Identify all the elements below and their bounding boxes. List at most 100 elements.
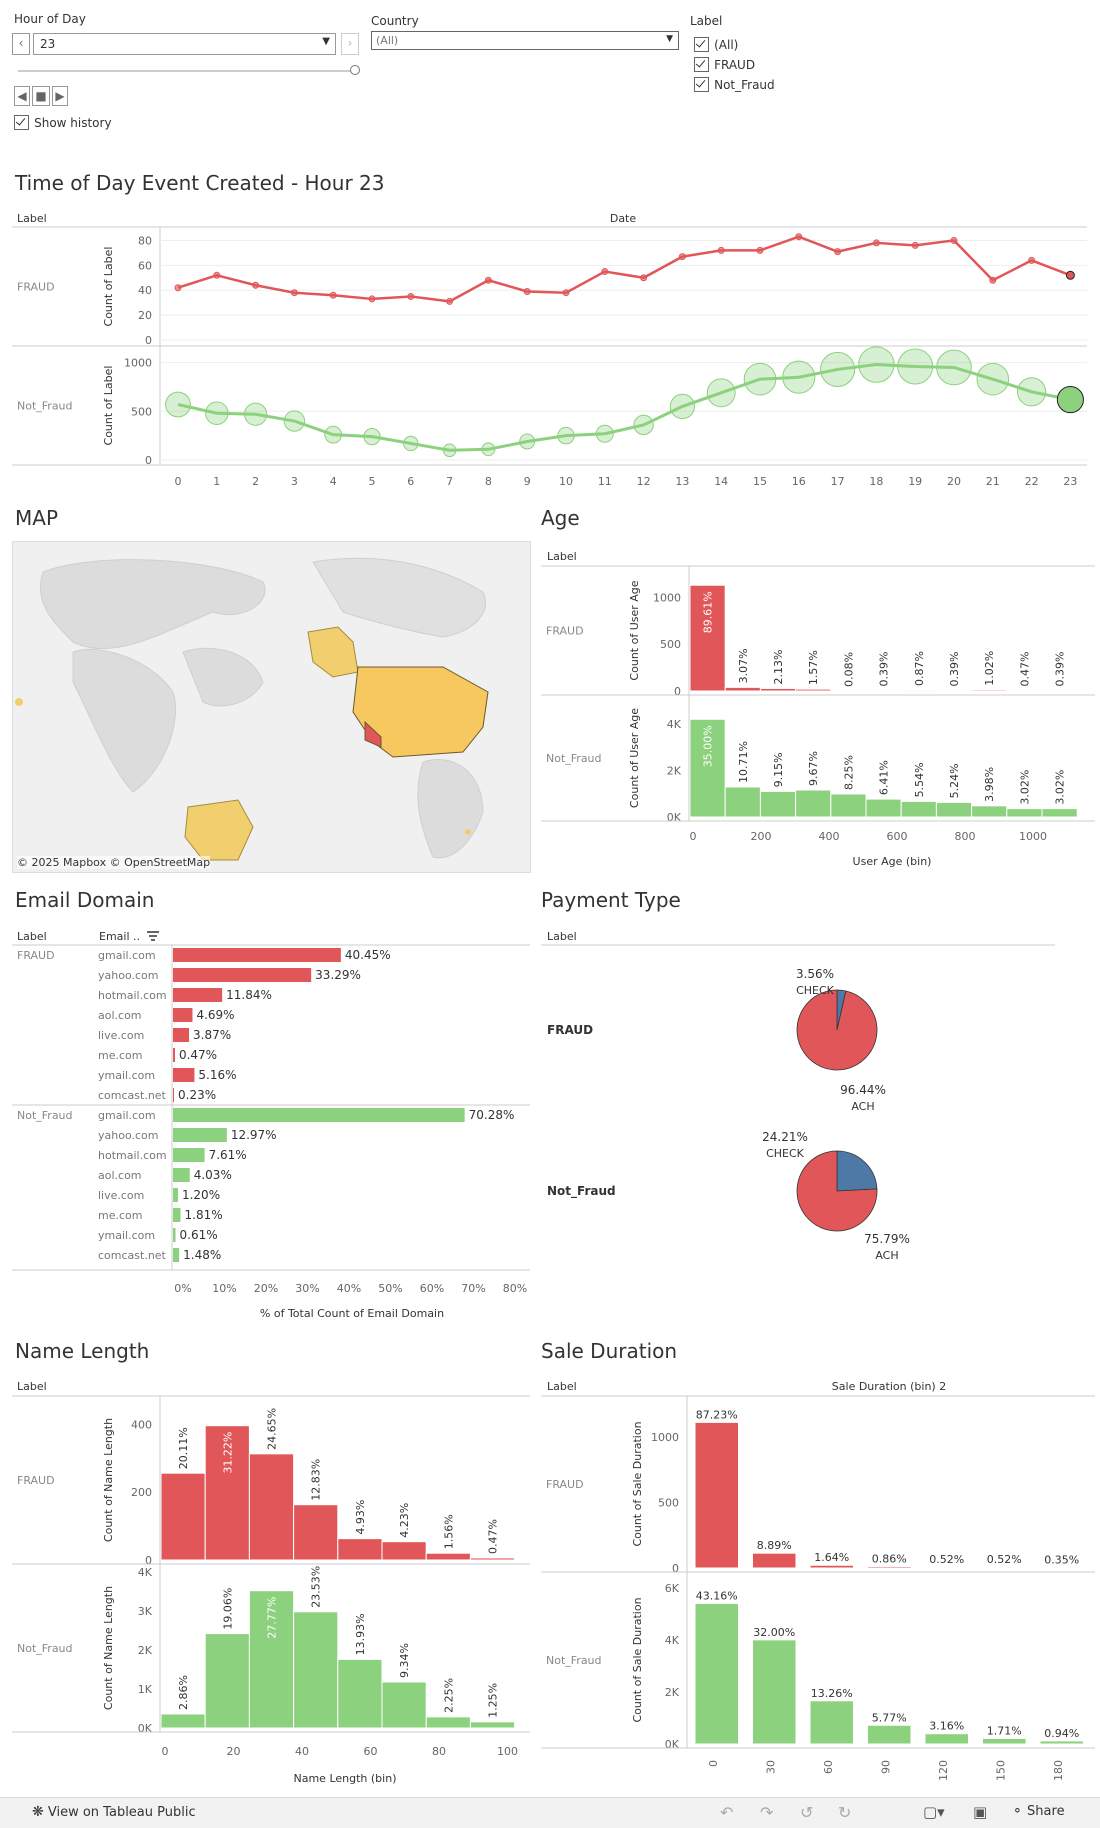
- country-select-value: (All): [376, 34, 398, 47]
- row-label: FRAUD: [547, 1023, 593, 1037]
- redo-icon[interactable]: ↷: [760, 1803, 773, 1822]
- slice-category-label: CHECK: [766, 1147, 805, 1160]
- y-tick-label: 1K: [138, 1683, 153, 1696]
- map[interactable]: © 2025 Mapbox © OpenStreetMap: [12, 541, 531, 873]
- share-button[interactable]: ⚬ Share: [1012, 1804, 1065, 1819]
- x-tick-label: 60: [822, 1760, 835, 1774]
- bar: [173, 1028, 189, 1042]
- bar: [173, 1108, 465, 1122]
- label-option-not-fraud[interactable]: Not_Fraud: [694, 74, 775, 93]
- x-tick-label: 13: [675, 475, 689, 488]
- y-axis-label: Count of Label: [102, 366, 115, 446]
- y-tick-label: 0: [674, 685, 681, 698]
- bar: [470, 1722, 514, 1728]
- map-canvas: [13, 542, 530, 872]
- hour-select[interactable]: 23 ▼: [33, 33, 336, 55]
- refresh-icon[interactable]: ↻: [838, 1803, 851, 1822]
- age-title: Age: [541, 506, 580, 530]
- label-option-text: Not_Fraud: [714, 78, 775, 92]
- data-label: 0.23%: [178, 1088, 216, 1102]
- bar: [972, 690, 1007, 691]
- slice-value-label: 75.79%: [864, 1232, 910, 1246]
- data-label: 1.25%: [487, 1683, 500, 1718]
- comment-icon[interactable]: ▢▾: [923, 1803, 945, 1821]
- undo-icon[interactable]: ↶: [720, 1803, 733, 1822]
- slice-category-label: ACH: [851, 1100, 874, 1113]
- data-point: [859, 347, 894, 382]
- data-point: [284, 411, 304, 431]
- bar: [173, 988, 222, 1002]
- fullscreen-icon[interactable]: ▣: [973, 1803, 987, 1821]
- data-label: 4.69%: [196, 1008, 234, 1022]
- revert-icon[interactable]: ↺: [800, 1803, 813, 1822]
- bar: [695, 1422, 739, 1568]
- view-on-tableau-link[interactable]: ❋ View on Tableau Public: [32, 1804, 196, 1820]
- slice-category-label: CHECK: [796, 984, 835, 997]
- show-history-checkbox[interactable]: Show history: [14, 112, 112, 131]
- bar: [173, 968, 311, 982]
- bar: [173, 1248, 179, 1262]
- play-forward-button[interactable]: ▶: [52, 86, 68, 106]
- hour-slider-handle[interactable]: [350, 65, 360, 75]
- bar: [382, 1542, 426, 1560]
- x-tick-label: 200: [751, 830, 772, 843]
- data-label: 1.48%: [183, 1248, 221, 1262]
- x-tick-label: 2: [252, 475, 259, 488]
- data-point: [558, 427, 575, 444]
- label-option-all[interactable]: (All): [694, 34, 738, 53]
- row-label: FRAUD: [17, 281, 55, 294]
- sale-duration-title: Sale Duration: [541, 1339, 677, 1363]
- data-point: [707, 379, 735, 407]
- hour-next-button[interactable]: ›: [341, 33, 359, 55]
- x-tick-label: 100: [497, 1745, 518, 1758]
- data-label: 3.07%: [737, 648, 750, 683]
- data-label: 0.39%: [878, 652, 891, 687]
- x-tick-label: 60: [364, 1745, 378, 1758]
- data-point: [330, 292, 336, 298]
- x-tick-label: 8: [485, 475, 492, 488]
- category-label: live.com: [98, 1189, 144, 1202]
- bar: [173, 1088, 174, 1102]
- y-tick-label: 0K: [138, 1722, 153, 1735]
- bar: [831, 794, 866, 817]
- stop-button[interactable]: ■: [32, 86, 50, 106]
- hour-slider-track[interactable]: [18, 70, 354, 72]
- x-tick-label: 40%: [337, 1282, 361, 1295]
- category-label: comcast.net: [98, 1089, 167, 1102]
- bar: [695, 1603, 739, 1744]
- x-tick-label: 9: [524, 475, 531, 488]
- data-point: [602, 269, 608, 275]
- col-header: Date: [610, 212, 637, 225]
- x-tick-label: 60%: [420, 1282, 444, 1295]
- data-label: 5.16%: [198, 1068, 236, 1082]
- data-point: [1018, 378, 1046, 406]
- play-back-button[interactable]: ◀: [14, 86, 30, 106]
- category-label: gmail.com: [98, 949, 156, 962]
- row-label: FRAUD: [17, 1474, 55, 1487]
- data-point: [166, 392, 191, 417]
- data-label: 12.83%: [310, 1459, 323, 1501]
- bar: [161, 1714, 205, 1728]
- category-label: hotmail.com: [98, 989, 167, 1002]
- category-label: me.com: [98, 1049, 142, 1062]
- x-tick-label: 0: [175, 475, 182, 488]
- row-label: FRAUD: [17, 949, 55, 962]
- data-point: [404, 436, 418, 450]
- x-tick-label: 0: [690, 830, 697, 843]
- y-tick-label: 1000: [124, 357, 152, 370]
- y-tick-label: 500: [131, 405, 152, 418]
- x-tick-label: 3: [291, 475, 298, 488]
- y-tick-label: 6K: [665, 1582, 680, 1595]
- y-tick-label: 0K: [665, 1738, 680, 1751]
- data-label: 0.87%: [913, 651, 926, 686]
- label-option-fraud[interactable]: FRAUD: [694, 54, 755, 73]
- hour-prev-button[interactable]: ‹: [12, 33, 30, 55]
- y-tick-label: 4K: [138, 1566, 153, 1579]
- data-label: 9.34%: [398, 1643, 411, 1678]
- bar: [173, 1208, 181, 1222]
- bar: [868, 1725, 912, 1744]
- bar: [1040, 1567, 1084, 1568]
- x-tick-label: 0%: [174, 1282, 191, 1295]
- country-select[interactable]: (All) ▼: [371, 31, 679, 50]
